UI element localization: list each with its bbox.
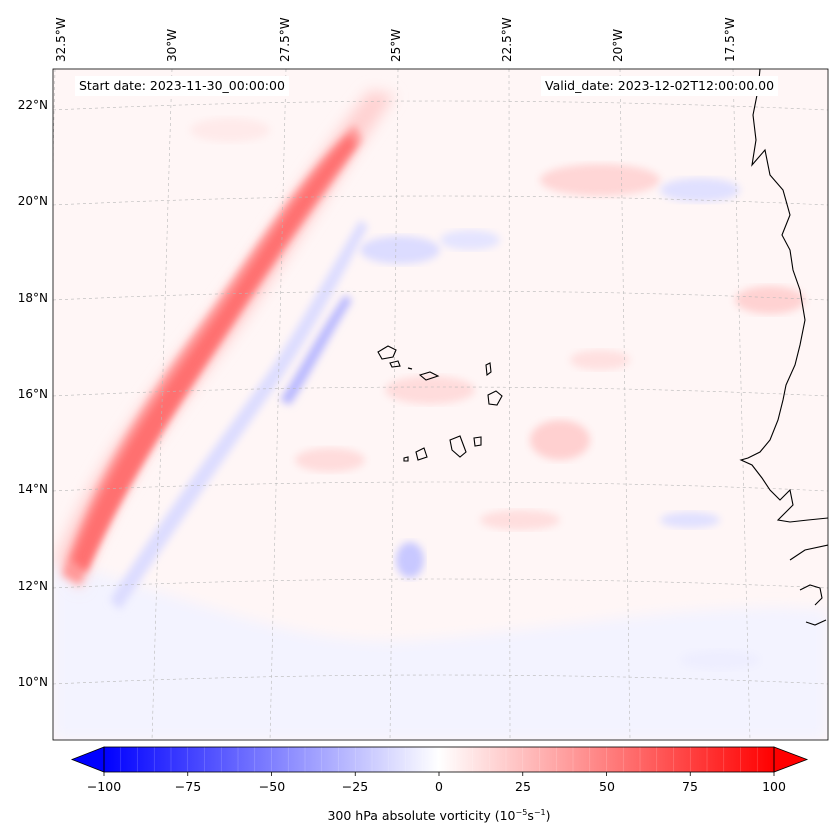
colorbar-tick-label: 0 (435, 779, 443, 794)
colorbar-tick-label: 50 (599, 779, 615, 794)
colorbar-tick-label: −75 (174, 779, 202, 794)
colorbar-body (104, 747, 774, 772)
lat-label-16n: 16°N (17, 387, 48, 401)
colorbar-tick-label: −100 (86, 779, 122, 794)
coastlines (377, 69, 828, 626)
colorbar (70, 746, 809, 776)
lat-label-10n: 10°N (17, 675, 48, 689)
valid-date-label: Valid_date: 2023-12-02T12:00:00.00 (541, 76, 779, 96)
colorbar-tick-label: 100 (762, 779, 786, 794)
graticule (53, 69, 828, 740)
colorbar-tick-label: 75 (682, 779, 698, 794)
lat-label-12n: 12°N (17, 579, 48, 593)
vorticity-field (53, 69, 828, 740)
lat-label-18n: 18°N (17, 291, 48, 305)
lon-label-30w: 30°W (165, 28, 179, 62)
lat-label-14n: 14°N (17, 482, 48, 496)
lon-label-20w: 20°W (611, 28, 625, 62)
colorbar-extend-max (773, 746, 809, 773)
lon-label-22-5w: 22.5°W (500, 17, 514, 62)
colorbar-tick-label: −25 (341, 779, 369, 794)
lat-label-22n: 22°N (17, 98, 48, 112)
lon-label-17-5w: 17.5°W (723, 17, 737, 62)
lon-label-27-5w: 27.5°W (278, 17, 292, 62)
lon-label-25w: 25°W (389, 28, 403, 62)
colorbar-tick-label: 25 (515, 779, 531, 794)
start-date-label: Start date: 2023-11-30_00:00:00 (75, 76, 289, 96)
lat-label-20n: 20°N (17, 194, 48, 208)
colorbar-tick-label: −50 (258, 779, 286, 794)
colorbar-label: 300 hPa absolute vorticity (10−5s−1) (327, 808, 551, 824)
lon-label-32-5w: 32.5°W (54, 17, 68, 62)
map-frame (52, 68, 829, 741)
colorbar-extend-min (70, 746, 105, 773)
